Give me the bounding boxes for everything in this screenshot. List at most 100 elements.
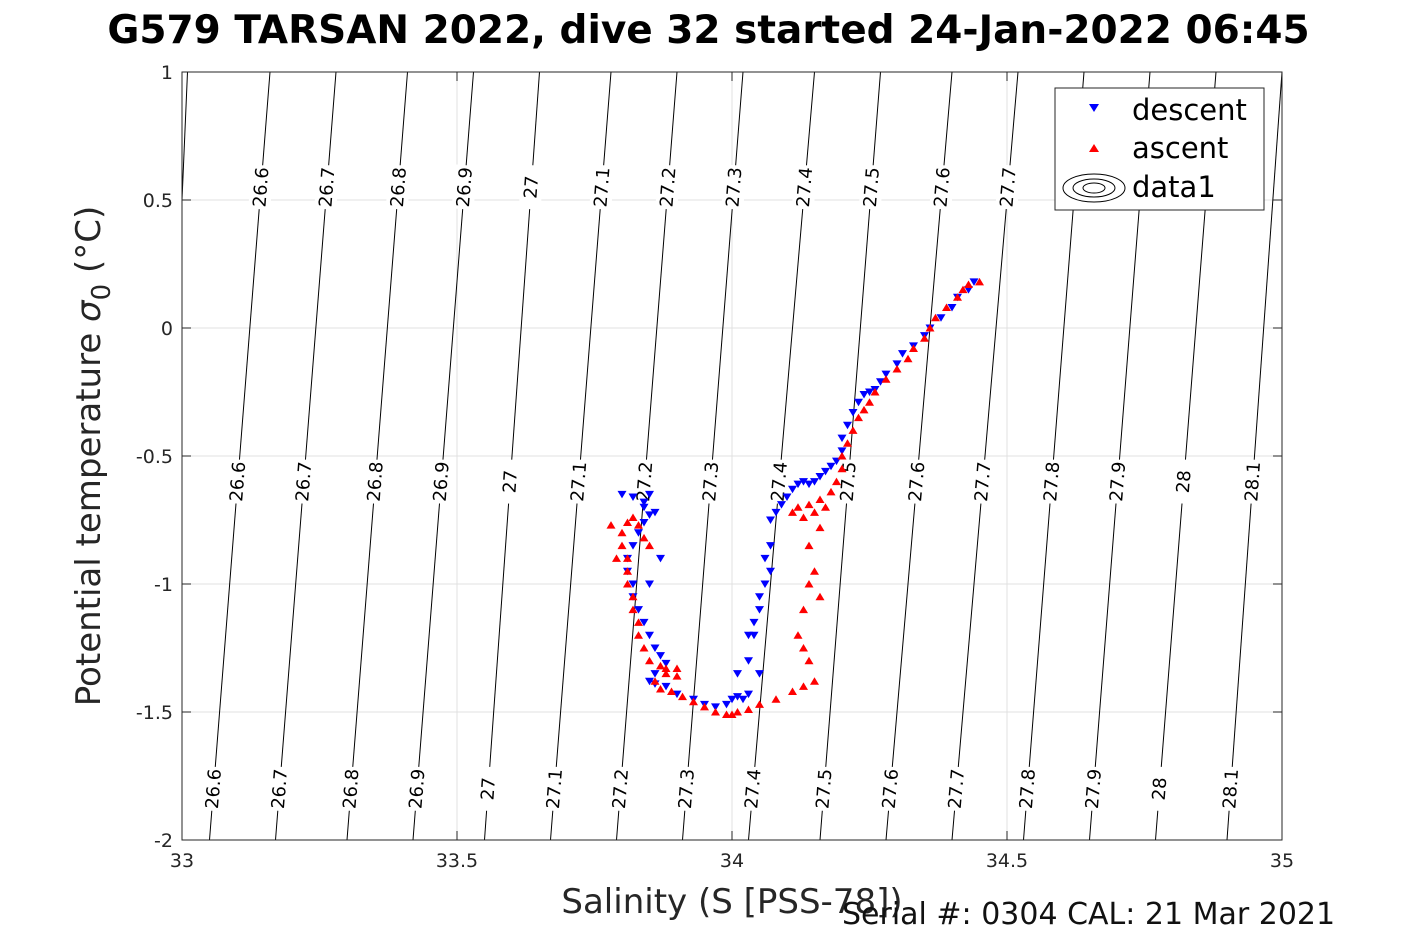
serial-cal-note: Serial #: 0304 CAL: 21 Mar 2021 [842,897,1336,932]
isopycnal-label: 28 [1173,469,1196,493]
ascent-point [799,513,808,521]
descent-point [766,516,775,524]
descent-point [628,580,638,588]
descent-point [639,519,649,527]
isopycnal-label-bg [995,164,1021,211]
isopycnal-label: 28 [1149,777,1172,801]
descent-point [639,503,649,512]
ascent-point [771,695,781,703]
isopycnal-label: 27.9 [1106,461,1130,503]
descent-point [744,657,753,665]
legend-descent-label: descent [1132,93,1247,127]
ascent-point [650,677,660,685]
descent-point [804,480,814,489]
ascent-point [617,528,627,537]
ascent-point [854,413,863,422]
descent-point [744,631,753,640]
isopycnal-label-bg [266,766,293,812]
ascent-point [892,364,902,373]
isopycnal-label-bg [698,458,724,505]
descent-point [969,278,979,286]
y-tick-label: 0.5 [143,190,173,212]
isopycnal-label-bg [541,766,568,812]
isopycnal-label: 27.2 [609,768,633,810]
isopycnal-label: 27.6 [930,166,954,208]
isopycnal-label-bg [291,458,317,505]
legend-descent-marker [1089,104,1099,112]
descent-point [892,360,902,368]
descent-point [777,501,786,509]
ascent-point [931,313,940,322]
descent-point [788,485,797,494]
ascent-point [975,277,984,286]
ascent-point [799,644,808,652]
ascent-point [909,344,918,352]
y-axis-label: Potential temperature σ0 (°C) [69,206,117,706]
ascent-point [815,495,825,504]
ascent-point [623,518,632,527]
isopycnal-label-bg [811,766,837,812]
descent-point [766,542,775,550]
y-tick-label: -1 [154,574,173,596]
ascent-point [689,697,698,706]
ascent-point [623,580,632,588]
isopycnal-label: 27.4 [741,768,765,810]
descent-point [760,580,770,588]
ascent-point [656,661,665,670]
y-tick-label: -2 [154,830,173,852]
descent-point [744,690,753,699]
legend-data1-label: data1 [1132,170,1216,204]
descent-point [760,554,770,563]
descent-point [848,408,858,417]
ascent-point [700,702,709,711]
isopycnal-label: 27.8 [1016,768,1040,810]
y-tick-label: 1 [161,62,173,84]
descent-point [947,304,957,312]
descent-point [854,398,863,407]
isopycnal-label-bg [362,458,388,505]
ascent-point [744,705,753,713]
ascent-point [661,664,671,672]
ascent-point [799,605,808,614]
ascent-point [821,503,830,511]
isopycnal-label: 27.5 [812,768,836,810]
descent-point [650,508,660,517]
ascent-point [925,324,935,332]
isopycnal-label-bg [1105,458,1131,505]
descent-point [755,593,764,601]
descent-point [898,350,907,358]
isopycnal-label-bg [451,164,478,210]
isopycnal-label: 26.9 [405,768,429,810]
ascent-point [711,708,720,716]
descent-point [749,618,759,627]
ascent-point [628,513,638,521]
y-axis-label-unit: (°C) [69,206,109,284]
descent-point [656,652,665,660]
ascent-point [623,567,632,575]
isopycnal-label-bg [475,766,501,812]
isopycnal-label-bg [385,164,412,210]
ascent-point [639,533,649,542]
descent-point [843,421,852,430]
ascent-point [804,541,814,550]
ascent-point [672,672,682,680]
ascent-point [804,580,814,588]
descent-point [727,695,737,704]
y-axis-label-main: Potential temperature [69,322,109,706]
isopycnal-label-bg [655,164,681,210]
ascent-point [722,710,731,719]
descent-point [650,670,660,678]
ascent-point [870,388,880,396]
descent-point [793,480,803,489]
ascent-point [634,521,643,529]
isopycnal-label: 27.3 [675,768,699,810]
isopycnal-label-bg [1014,766,1041,812]
isopycnal-label: 27.6 [879,768,903,810]
ascent-point [953,293,962,301]
descent-point [826,462,836,471]
ascent-point [920,334,929,342]
isopycnal-label-bg [225,458,251,505]
descent-point [639,618,649,627]
isopycnal-label-bg [566,458,592,505]
isopycnal-label-bg [766,458,793,505]
